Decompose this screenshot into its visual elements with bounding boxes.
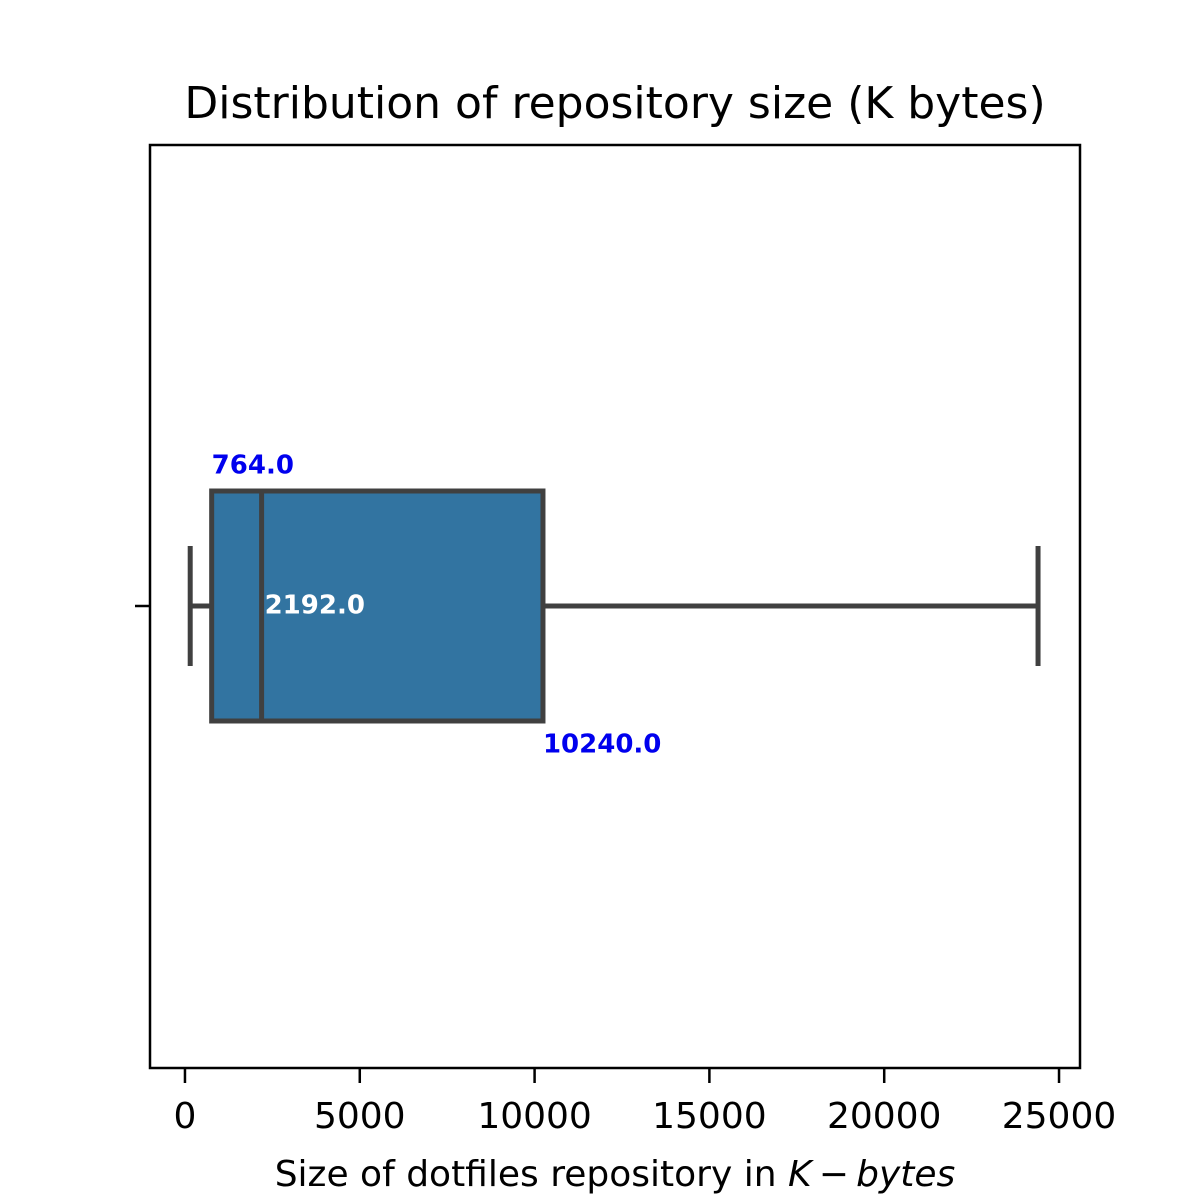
x-tick-label: 10000: [477, 1096, 592, 1137]
x-tick-label: 0: [174, 1096, 197, 1137]
annotation-label: 10240.0: [543, 730, 661, 760]
x-axis: 0 5000 10000 15000 20000 25000: [174, 1068, 1117, 1137]
x-axis-label-variable: K − bytes: [788, 1154, 955, 1195]
x-axis-label: Size of dotfiles repository in K − bytes: [275, 1154, 956, 1195]
iqr-box: [209, 488, 546, 724]
x-tick-label: 25000: [1002, 1096, 1117, 1137]
chart-title: Distribution of repository size (K bytes…: [184, 78, 1045, 129]
plot-area: 764.0 2192.0 10240.0: [187, 451, 1041, 760]
x-axis-label-prefix: Size of dotfiles repository in: [275, 1154, 788, 1195]
x-tick-label: 20000: [827, 1096, 942, 1137]
x-tick-label: 15000: [652, 1096, 767, 1137]
annotation-label: 764.0: [212, 451, 294, 481]
x-tick-label: 5000: [314, 1096, 406, 1137]
annotation-label: 2192.0: [265, 591, 365, 621]
